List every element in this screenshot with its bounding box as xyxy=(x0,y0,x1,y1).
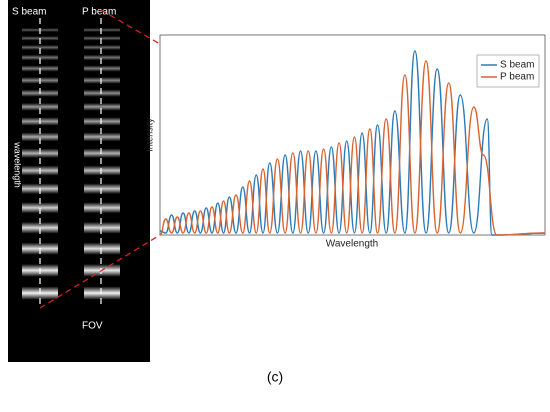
zoom-line xyxy=(39,234,161,309)
stripe xyxy=(84,65,120,72)
stripe xyxy=(84,165,120,176)
fov-label: FOV xyxy=(82,321,103,332)
p-label: P beam xyxy=(82,7,116,18)
legend-label: S beam xyxy=(500,60,534,71)
stripe xyxy=(22,54,58,61)
stripe xyxy=(84,221,120,234)
stripe xyxy=(84,89,120,97)
plot xyxy=(159,50,546,236)
series-line xyxy=(159,50,546,236)
s-label: S beam xyxy=(12,7,46,18)
caption: (c) xyxy=(267,369,283,385)
series-line xyxy=(159,60,546,236)
legend-label: P beam xyxy=(500,72,534,83)
stripe xyxy=(84,202,120,214)
stripe xyxy=(84,102,120,111)
zoom-line xyxy=(100,9,161,45)
stripe xyxy=(84,54,120,61)
stripe xyxy=(22,221,58,234)
stripe xyxy=(84,242,120,255)
stripe xyxy=(22,102,58,111)
image-panel xyxy=(8,0,150,362)
stripe xyxy=(84,44,120,50)
stripe xyxy=(84,286,120,300)
wavelength-label: wavelength xyxy=(13,141,23,188)
x-label: Wavelength xyxy=(326,239,378,250)
stripe xyxy=(84,148,120,158)
stripe xyxy=(84,132,120,142)
stripe xyxy=(84,183,120,194)
y-label: Intensity xyxy=(144,118,154,152)
stripe xyxy=(22,44,58,50)
stripe xyxy=(84,28,120,32)
stripe xyxy=(22,132,58,142)
stripe xyxy=(84,117,120,126)
stripe xyxy=(22,202,58,214)
legend-box xyxy=(476,54,540,88)
stripe xyxy=(84,77,120,84)
stripe xyxy=(84,36,120,41)
